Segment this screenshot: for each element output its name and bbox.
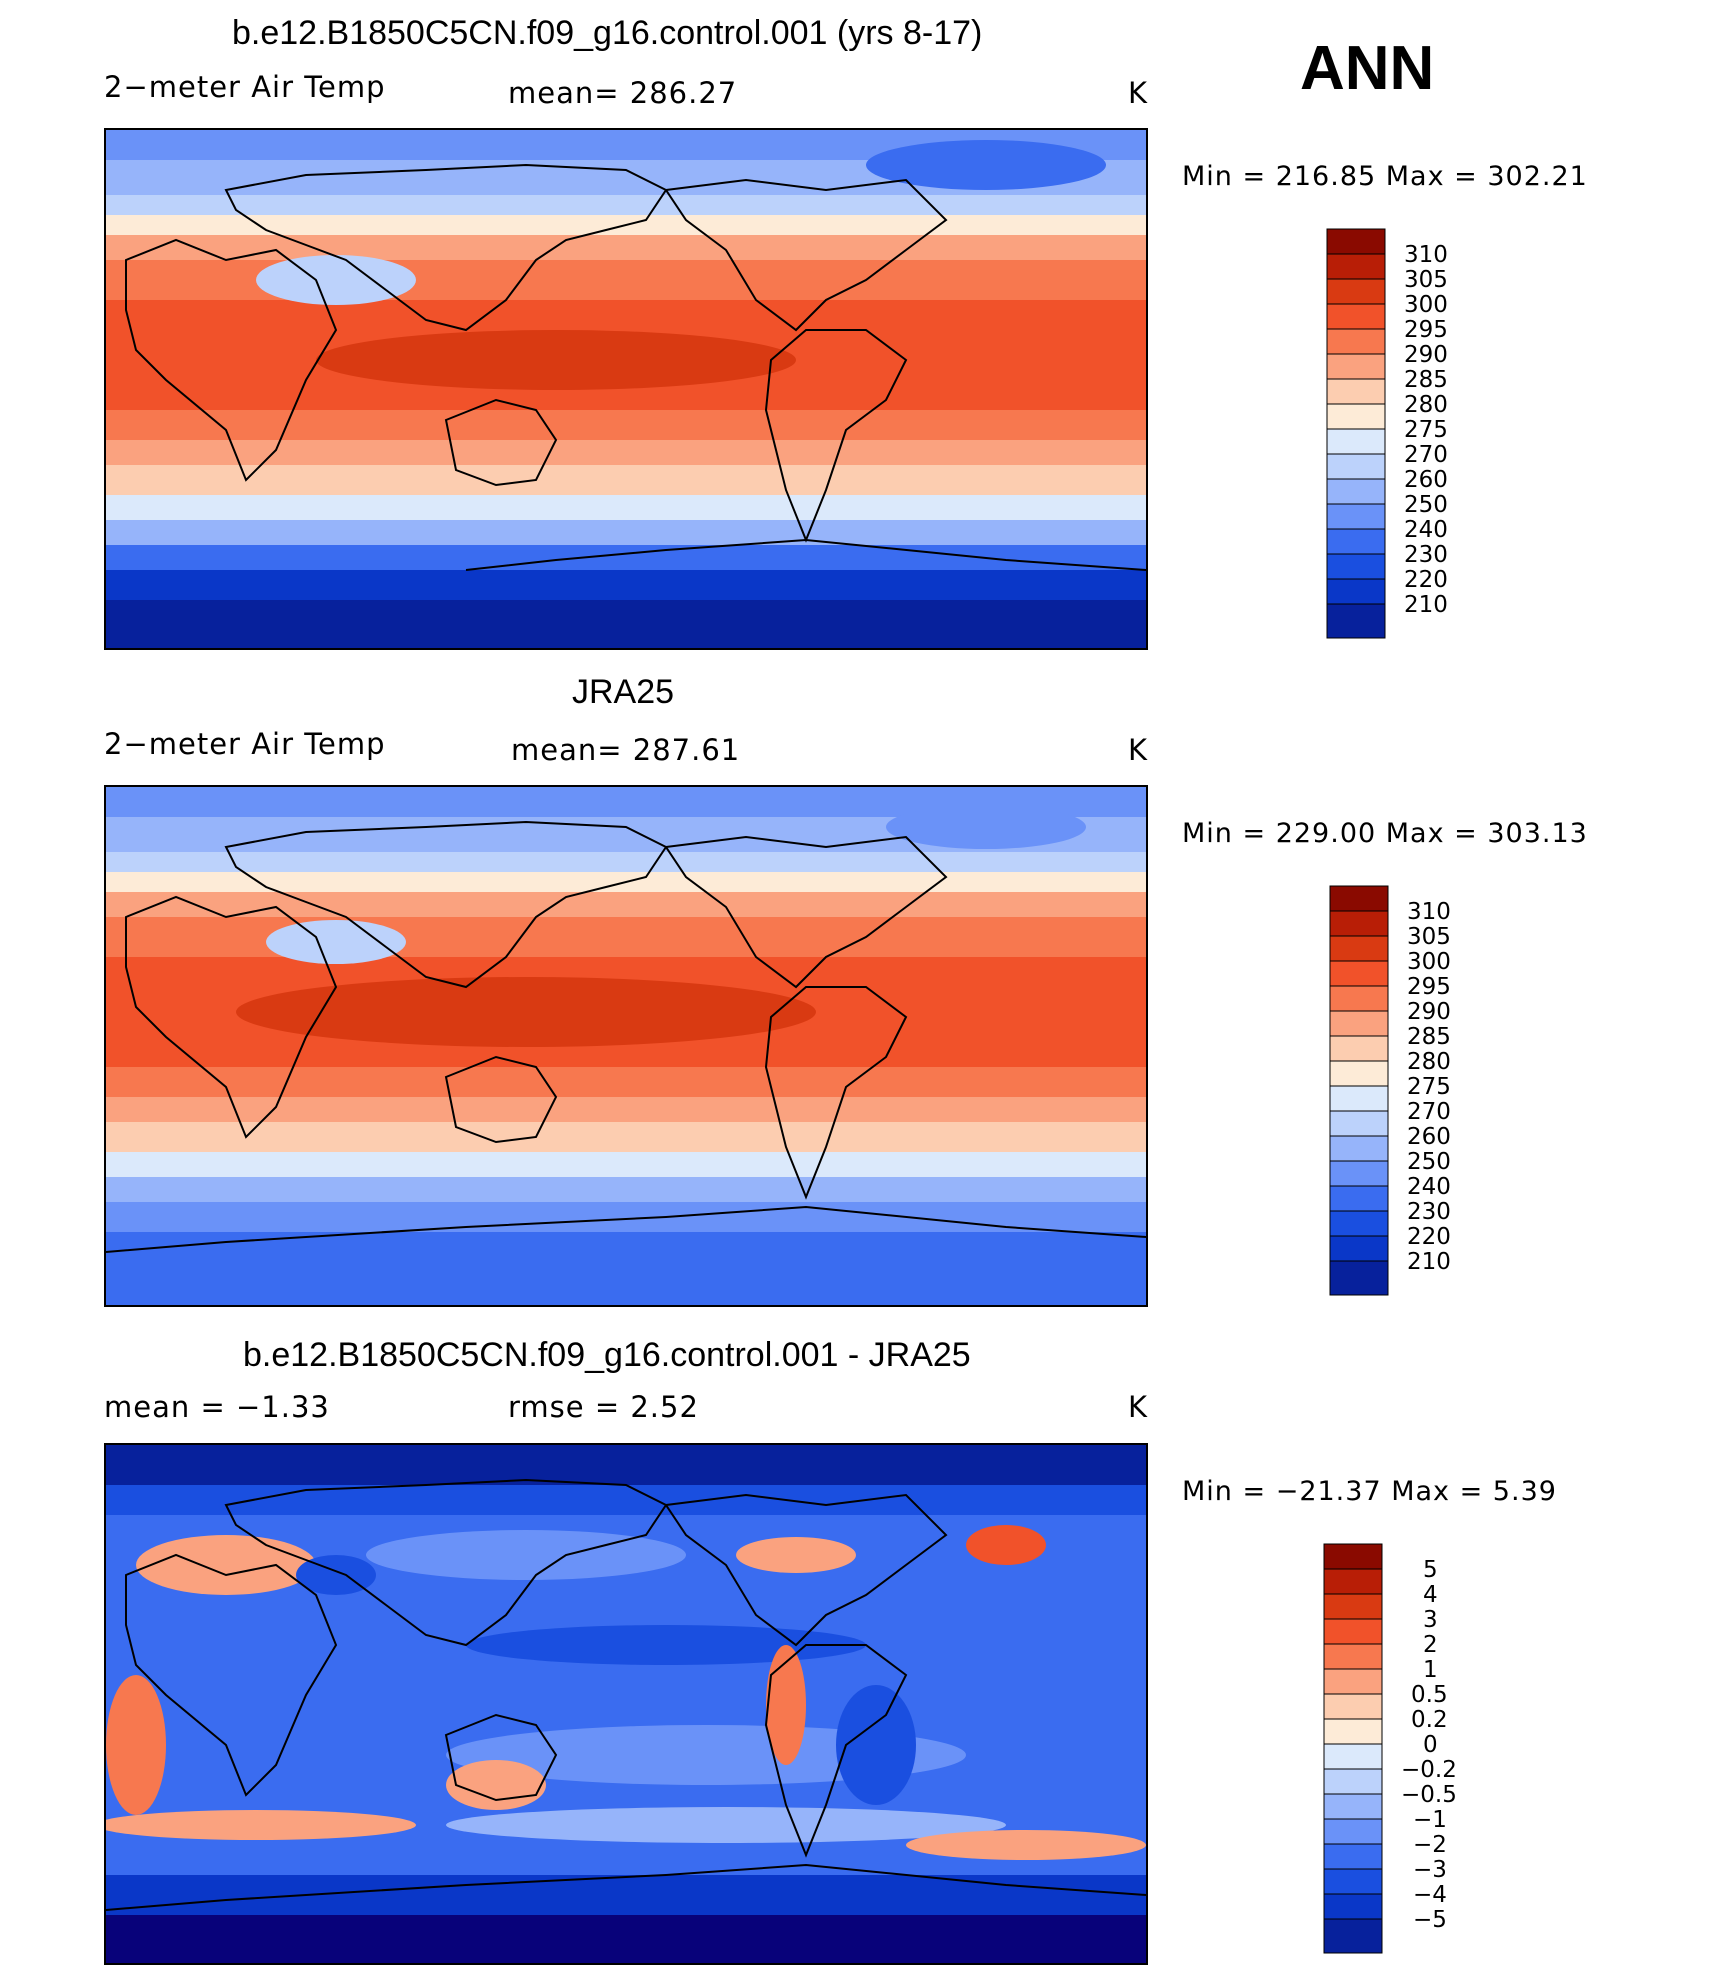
cb2-label-8: 270 [1407,1099,1451,1125]
cb2-label-9: 260 [1407,1124,1451,1150]
cb1-label-13: 220 [1404,567,1448,593]
cb3-label-4: 1 [1423,1657,1438,1683]
panel-2-units-label: K [1128,733,1149,767]
cb2-label-13: 220 [1407,1224,1451,1250]
panel-3-colorbar: 5 4 3 2 1 0.5 0.2 0 −0.2 −0.5 −1 −2 −3 −… [1323,1543,1457,1960]
panel-1-map [104,128,1148,650]
cb1-label-14: 210 [1404,592,1448,618]
cb3-label-9: −0.5 [1401,1782,1457,1808]
panel-2-variable-label: 2−meter Air Temp [104,727,386,761]
cb2-label-12: 230 [1407,1199,1451,1225]
cb3-label-1: 4 [1423,1582,1438,1608]
cb3-label-0: 5 [1423,1557,1438,1583]
cb1-label-1: 305 [1404,267,1448,293]
cb3-label-13: −4 [1413,1882,1447,1908]
cb2-label-10: 250 [1407,1149,1451,1175]
cb3-label-12: −3 [1413,1857,1447,1883]
panel-3-mean-label: mean = −1.33 [104,1390,330,1424]
season-label: ANN [1300,34,1435,103]
panel-3-map [104,1443,1148,1965]
cb2-label-2: 300 [1407,949,1451,975]
panel-2-mean-label: mean= 287.61 [511,733,741,767]
cb3-label-6: 0.2 [1411,1707,1448,1733]
panel-1-title: b.e12.B1850C5CN.f09_g16.control.001 (yrs… [232,14,983,52]
cb3-label-5: 0.5 [1411,1682,1448,1708]
panel-3-units-label: K [1128,1390,1149,1424]
panel-3-minmax: Min = −21.37 Max = 5.39 [1182,1476,1557,1507]
cb1-label-10: 250 [1404,492,1448,518]
panel-2-map [104,785,1148,1307]
cb1-label-9: 260 [1404,467,1448,493]
panel-2-colorbar: 310 305 300 295 290 285 280 275 270 260 … [1329,885,1451,1302]
panel-1-colorbar: 310 305 300 295 290 285 280 275 270 260 … [1326,228,1448,645]
panel-3-rmse-label: rmse = 2.52 [508,1390,699,1424]
cb2-label-5: 285 [1407,1024,1451,1050]
cb1-label-6: 280 [1404,392,1448,418]
cb1-label-5: 285 [1404,367,1448,393]
cb1-label-0: 310 [1404,242,1448,268]
panel-1-units-label: K [1128,76,1149,110]
cb1-label-11: 240 [1404,517,1448,543]
panel-3-title: b.e12.B1850C5CN.f09_g16.control.001 - JR… [243,1336,971,1374]
cb2-label-3: 295 [1407,974,1451,1000]
cb1-label-3: 295 [1404,317,1448,343]
cb2-label-7: 275 [1407,1074,1451,1100]
panel-2-title: JRA25 [572,673,675,711]
cb3-label-3: 2 [1423,1632,1438,1658]
cb2-label-6: 280 [1407,1049,1451,1075]
cb1-label-2: 300 [1404,292,1448,318]
cb2-label-1: 305 [1407,924,1451,950]
panel-1-variable-label: 2−meter Air Temp [104,70,386,104]
cb1-label-7: 275 [1404,417,1448,443]
panel-2-colorbar-swatches [1329,885,1389,1296]
cb1-label-12: 230 [1404,542,1448,568]
cb3-label-2: 3 [1423,1607,1438,1633]
panel-1-colorbar-swatches [1326,228,1386,639]
panel-3-colorbar-swatches [1323,1543,1383,1954]
cb3-label-7: 0 [1423,1732,1438,1758]
cb1-label-4: 290 [1404,342,1448,368]
panel-2-minmax: Min = 229.00 Max = 303.13 [1182,818,1588,849]
cb2-label-4: 290 [1407,999,1451,1025]
cb1-label-8: 270 [1404,442,1448,468]
cb2-label-0: 310 [1407,899,1451,925]
cb3-label-8: −0.2 [1401,1757,1457,1783]
cb3-label-10: −1 [1413,1807,1447,1833]
cb2-label-11: 240 [1407,1174,1451,1200]
panel-1-minmax: Min = 216.85 Max = 302.21 [1182,161,1588,192]
panel-1-mean-label: mean= 286.27 [508,76,738,110]
cb3-label-11: −2 [1413,1832,1447,1858]
cb2-label-14: 210 [1407,1249,1451,1275]
cb3-label-14: −5 [1413,1907,1447,1933]
